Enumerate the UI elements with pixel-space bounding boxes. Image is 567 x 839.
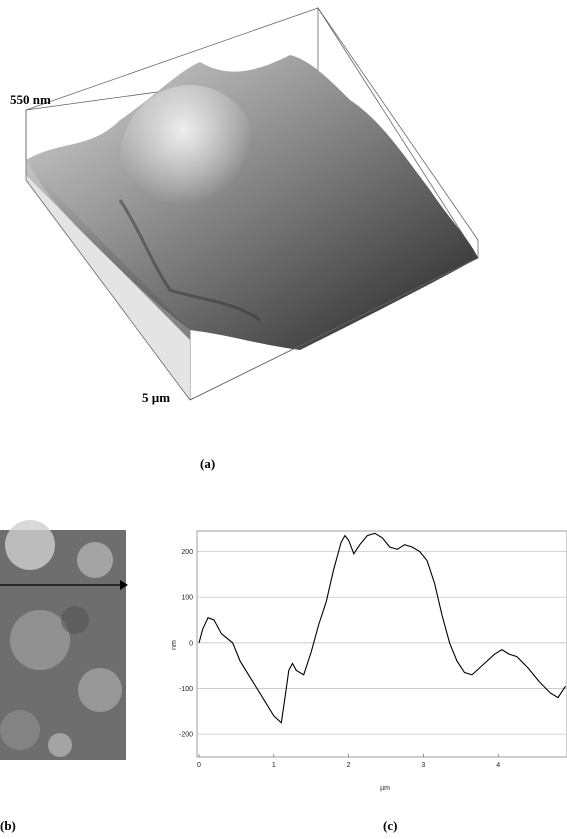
panel-label: (a): [200, 456, 215, 471]
x-tick-label: 2: [347, 762, 351, 769]
line-chart: µm nm -200 -100 0 100 200 0 1 2 3 4: [171, 530, 567, 792]
y-tick-label: 100: [181, 595, 193, 602]
x-tick-label: 1: [272, 762, 276, 769]
x-tick-label: 0: [197, 762, 201, 769]
x-tick-label: 3: [421, 762, 425, 769]
x-axis-label: µm: [380, 785, 390, 792]
y-tick-label: -100: [179, 686, 193, 693]
plot-area: [196, 530, 567, 758]
y-tick-label: -200: [179, 732, 193, 739]
panel-label: (c): [383, 818, 397, 833]
y-axis-label: nm: [171, 640, 178, 650]
size-label: 5 µm: [142, 390, 170, 405]
height-label: 550 nm: [10, 92, 51, 107]
y-tick-label: 200: [181, 549, 193, 556]
surface-3d: [25, 6, 479, 401]
panel-label: (b): [0, 818, 16, 833]
afm-image: [0, 520, 128, 760]
y-tick-label: 0: [189, 640, 193, 647]
profile-line: [198, 532, 566, 724]
x-tick-label: 4: [496, 762, 500, 769]
